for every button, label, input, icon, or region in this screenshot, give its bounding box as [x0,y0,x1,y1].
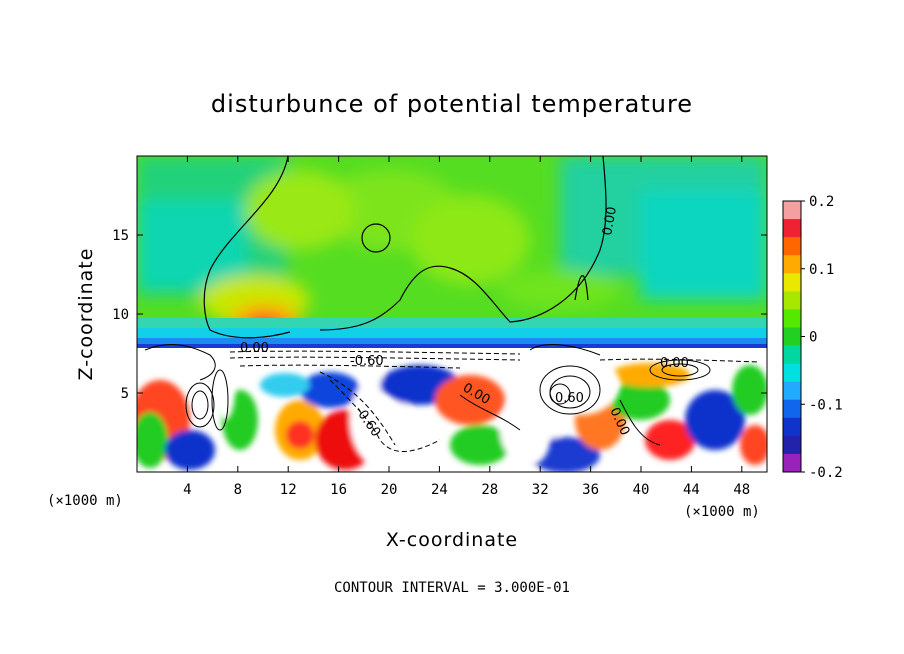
colorbar-swatch [783,381,801,401]
x-tick-label: 48 [733,482,750,498]
y-axis-label: Z-coordinate [75,248,97,381]
x-tick-label: 8 [234,482,242,498]
colorbar-swatch [783,201,801,220]
contour-label: 0.60 [555,391,584,406]
contour-label: 0.00 [600,206,620,237]
x-tick-label: 20 [381,482,398,498]
contour-interval-note: CONTOUR INTERVAL = 3.000E-01 [334,580,570,596]
contour-label: 0.00 [240,341,269,356]
contour-label: -0.60 [350,354,384,369]
temperature-field: 0.00 0.00 -0.60 0.00 0.60 -0.60 0.00 0.0… [137,156,767,472]
colorbar-swatch [783,237,801,256]
colorbar-swatch [783,291,801,310]
colorbar: 0.2 0.1 0 -0.1 -0.2 [782,194,843,481]
x-tick-label: 36 [582,482,599,498]
colorbar-tick-label: 0.1 [809,262,834,278]
x-tick-label: 44 [683,482,700,498]
colorbar-swatch [783,417,801,437]
x-tick-label: 28 [481,482,498,498]
colorbar-tick-label: 0 [809,330,817,346]
x-tick-label: 40 [633,482,650,498]
y-axis: 5 10 15 [112,228,767,402]
x-tick-label: 4 [183,482,191,498]
x-tick-label: 16 [330,482,347,498]
x-unit-left: (×1000 m) [47,493,123,509]
colorbar-swatch [783,363,801,383]
colorbar-swatch [783,453,801,473]
colorbar-swatch [783,435,801,455]
colorbar-swatch [783,327,801,347]
x-axis-label: X-coordinate [386,529,518,551]
colorbar-swatch [783,273,801,292]
colorbar-tick-label: 0.2 [809,194,834,210]
y-tick-label: 10 [112,307,129,323]
colorbar-swatch [783,309,801,328]
colorbar-swatch [783,219,801,238]
x-unit-right: (×1000 m) [684,504,760,520]
colorbar-swatch [783,255,801,274]
chart-title: disturbunce of potential temperature [211,90,693,118]
x-tick-label: 32 [532,482,549,498]
x-tick-label: 24 [431,482,448,498]
x-axis: 4 8 12 16 20 24 28 32 36 40 44 48 [183,156,750,498]
y-tick-label: 5 [121,386,129,402]
colorbar-swatch [783,345,801,365]
colorbar-tick-label: -0.1 [809,397,843,413]
y-tick-label: 15 [112,228,129,244]
x-tick-label: 12 [280,482,297,498]
colorbar-swatch [783,399,801,419]
colorbar-tick-label: -0.2 [809,465,843,481]
contour-label: 0.00 [660,356,689,371]
